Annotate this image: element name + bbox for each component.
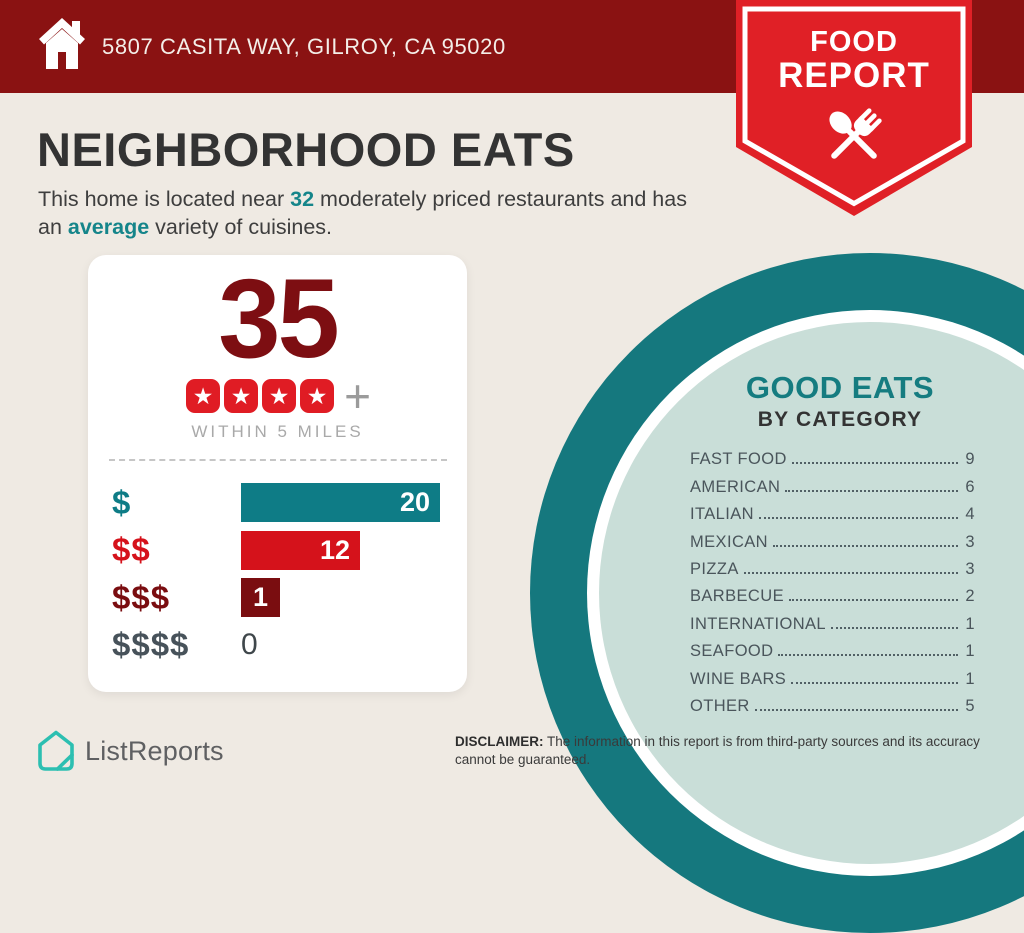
home-icon bbox=[39, 18, 85, 69]
disclaimer-label: DISCLAIMER: bbox=[455, 734, 544, 749]
category-value: 2 bbox=[965, 587, 975, 606]
price-row: $$$ 1 bbox=[88, 578, 467, 617]
category-label: AMERICAN bbox=[690, 477, 781, 496]
price-value: 0 bbox=[241, 628, 258, 661]
dot-leader bbox=[778, 654, 958, 657]
disclaimer-text: The information in this report is from t… bbox=[455, 734, 980, 767]
price-row: $$$$ 0 bbox=[88, 626, 467, 665]
category-row: OTHER 5 bbox=[690, 689, 975, 716]
property-address: 5807 CASITA WAY, GILROY, CA 95020 bbox=[102, 33, 506, 59]
category-label: ITALIAN bbox=[690, 505, 754, 524]
category-label: WINE BARS bbox=[690, 669, 787, 688]
ribbon-title-line2: REPORT bbox=[778, 56, 930, 95]
category-row: MEXICAN 3 bbox=[690, 524, 975, 551]
price-bar: 20 bbox=[241, 483, 440, 522]
restaurant-summary-card: 35 ★ ★ ★ ★ + WITHIN 5 MILES $20 $$ 12 $$$ 1 $$$$… bbox=[88, 255, 467, 692]
category-label: BARBECUE bbox=[690, 587, 784, 606]
star-icon: ★ bbox=[224, 379, 259, 413]
category-row: PIZZA 3 bbox=[690, 552, 975, 579]
intro-text-pre: This home is located near bbox=[38, 187, 291, 211]
food-report-ribbon: FOOD REPORT bbox=[736, 0, 972, 216]
price-tier-label: $$$$ bbox=[112, 626, 190, 663]
price-bar-chart: $20 $$ 12 $$$ 1 $$$$ 0 bbox=[88, 483, 467, 673]
price-bar: 1 bbox=[241, 578, 280, 617]
ribbon-shape bbox=[736, 0, 972, 216]
restaurant-count: 32 bbox=[290, 187, 315, 211]
dot-leader bbox=[743, 571, 958, 574]
ribbon-title-line1: FOOD bbox=[810, 26, 898, 58]
category-label: OTHER bbox=[690, 696, 750, 715]
good-eats-circle-fill bbox=[599, 322, 1024, 864]
price-tier-label: $$$ bbox=[112, 578, 171, 616]
rating-row: ★ ★ ★ ★ + bbox=[88, 370, 467, 422]
total-restaurants: 35 bbox=[218, 256, 340, 381]
listreports-brand: ListReports bbox=[36, 729, 224, 773]
category-row: ITALIAN 4 bbox=[690, 497, 975, 524]
category-row: WINE BARS 1 bbox=[690, 661, 975, 688]
variety-level: average bbox=[67, 214, 150, 239]
category-label: MEXICAN bbox=[690, 532, 768, 551]
dot-leader bbox=[772, 544, 958, 547]
listreports-logo-icon bbox=[38, 730, 74, 771]
category-label: SEAFOOD bbox=[690, 642, 774, 661]
star-icon: ★ bbox=[300, 379, 335, 413]
star-icon: ★ bbox=[186, 379, 221, 413]
category-value: 3 bbox=[965, 559, 975, 578]
intro-text-post: variety of cuisines. bbox=[149, 214, 333, 239]
price-row: $$ 12 bbox=[88, 530, 467, 570]
category-row: FAST FOOD 9 bbox=[690, 442, 975, 469]
spoon-fork-icon bbox=[829, 108, 882, 159]
dot-leader bbox=[791, 462, 958, 465]
category-value: 6 bbox=[965, 477, 975, 496]
disclaimer: DISCLAIMER: The information in this repo… bbox=[455, 733, 983, 768]
category-row: SEAFOOD 1 bbox=[690, 634, 975, 661]
dot-leader bbox=[788, 599, 958, 602]
dot-leader bbox=[785, 489, 958, 492]
price-value: 1 bbox=[252, 582, 269, 612]
radius-caption: WITHIN 5 MILES bbox=[191, 422, 364, 441]
good-eats-subtitle: BY CATEGORY bbox=[757, 408, 923, 431]
stars-row: ★ ★ ★ ★ bbox=[184, 379, 336, 413]
star-icon: ★ bbox=[262, 379, 297, 413]
category-row: BARBECUE 2 bbox=[690, 579, 975, 606]
category-value: 9 bbox=[965, 450, 975, 469]
category-label: PIZZA bbox=[690, 559, 739, 578]
dot-leader bbox=[754, 708, 958, 711]
price-value: 12 bbox=[319, 534, 350, 565]
good-eats-title: GOOD EATS bbox=[745, 370, 935, 405]
category-row: INTERNATIONAL 1 bbox=[690, 606, 975, 633]
category-value: 3 bbox=[965, 532, 975, 551]
category-row: AMERICAN 6 bbox=[690, 469, 975, 496]
price-value: 20 bbox=[399, 487, 430, 517]
divider bbox=[108, 459, 447, 461]
price-row: $20 bbox=[88, 483, 467, 522]
category-label: INTERNATIONAL bbox=[690, 614, 826, 633]
price-tier-label: $ bbox=[112, 483, 132, 521]
category-value: 4 bbox=[965, 505, 975, 524]
category-label: FAST FOOD bbox=[690, 450, 787, 469]
intro-text-mid: moderately priced restaurants and has an bbox=[38, 187, 687, 239]
price-tier-label: $$ bbox=[112, 531, 151, 568]
brand-name: ListReports bbox=[85, 735, 224, 766]
dot-leader bbox=[791, 681, 958, 684]
plus-sign: + bbox=[344, 370, 371, 422]
good-eats-header: GOOD EATS BY CATEGORY bbox=[695, 370, 985, 432]
page-title: NEIGHBORHOOD EATS bbox=[37, 123, 575, 176]
intro-text: This home is located near 32 moderately … bbox=[38, 186, 710, 241]
category-value: 5 bbox=[965, 696, 975, 715]
dot-leader bbox=[831, 626, 958, 629]
price-bar: 12 bbox=[241, 530, 360, 570]
category-value: 1 bbox=[965, 614, 975, 633]
category-value: 1 bbox=[965, 669, 975, 688]
category-list: FAST FOOD 9 AMERICAN 6 ITALIAN 4 MEXICAN 3 PIZZA… bbox=[690, 442, 975, 716]
category-value: 1 bbox=[965, 642, 975, 661]
dot-leader bbox=[758, 517, 958, 520]
